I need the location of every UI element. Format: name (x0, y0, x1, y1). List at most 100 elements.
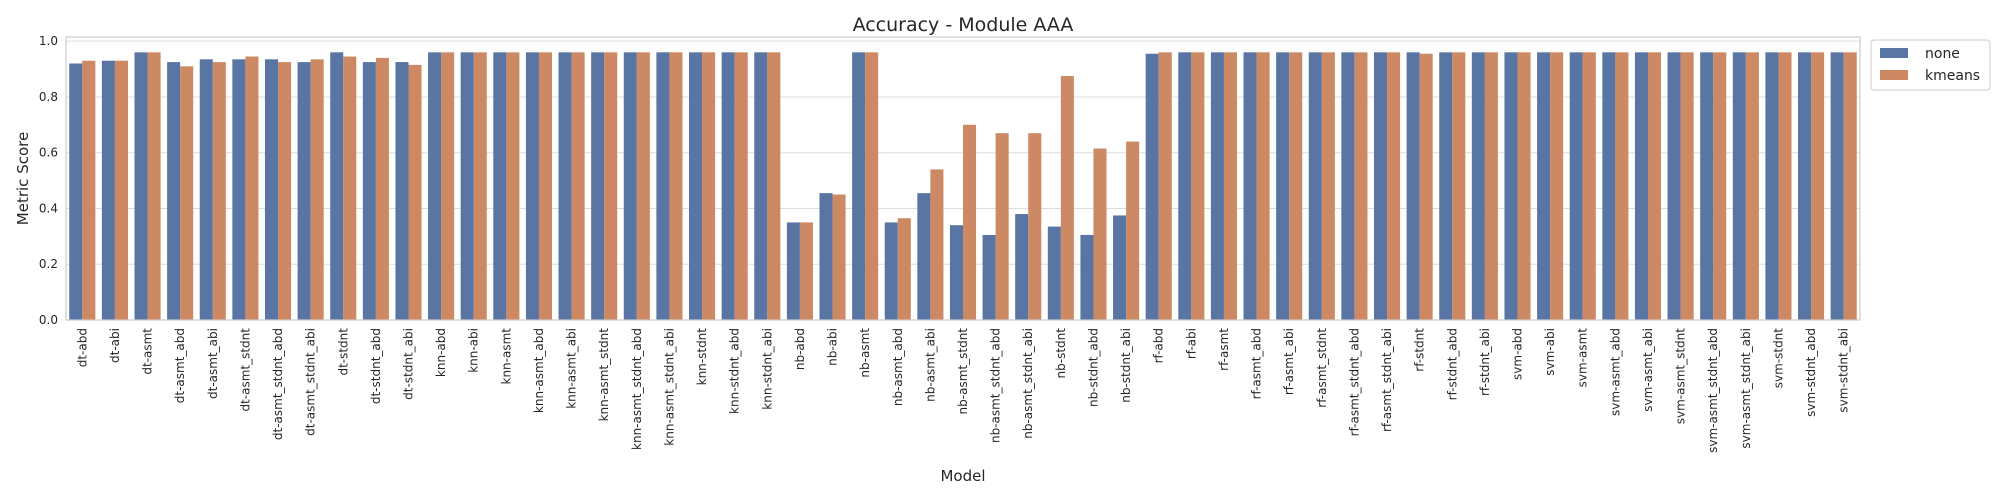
bar-kmeans-nb-asmt (865, 52, 879, 320)
bar-kmeans-dt-asmt_stdnt_abd (278, 62, 292, 321)
x-tick-label: dt-asmt_stdnt (238, 328, 252, 412)
x-tick-label: rf-asmt_stdnt_abd (1347, 328, 1361, 436)
bar-kmeans-svm-stdnt (1778, 52, 1792, 320)
bar-kmeans-nb-stdnt (1060, 76, 1074, 320)
bar-none-dt-abd (69, 63, 83, 321)
x-tick-label: dt-abd (75, 328, 89, 367)
bar-kmeans-svm-asmt_stdnt_abi (1745, 52, 1759, 320)
bar-kmeans-svm-abd (1517, 52, 1531, 320)
y-tick-label: 1.0 (39, 34, 58, 48)
y-tick-labels: 0.0 0.2 0.4 0.6 0.8 1.0 (39, 34, 58, 327)
bar-kmeans-dt-stdnt (343, 56, 357, 321)
bar-kmeans-knn-asmt_stdnt_abi (669, 52, 683, 320)
bar-kmeans-nb-asmt_abd (897, 218, 911, 320)
bar-none-nb-asmt (852, 52, 866, 320)
bar-kmeans-knn-asmt (506, 52, 520, 320)
x-tick-label: nb-stdnt_abd (1086, 328, 1100, 407)
y-axis-label: Metric Score (14, 132, 32, 225)
x-tick-label: nb-abd (793, 328, 807, 370)
x-tick-label: rf-abi (1184, 328, 1198, 359)
bar-none-svm-stdnt_abd (1798, 52, 1812, 320)
legend-swatch-none (1880, 48, 1908, 58)
bar-none-dt-asmt_abd (167, 62, 181, 321)
x-tick-label: svm-stdnt_abd (1804, 328, 1818, 417)
bar-none-knn-stdnt_abd (721, 52, 735, 320)
bar-kmeans-dt-asmt_stdnt (245, 56, 259, 321)
bar-none-svm-asmt_stdnt_abi (1732, 52, 1746, 320)
bar-kmeans-dt-asmt_abd (180, 66, 194, 320)
bar-kmeans-nb-abd (799, 222, 813, 320)
bar-kmeans-knn-asmt_stdnt (604, 52, 618, 320)
bar-kmeans-nb-stdnt_abd (1093, 148, 1107, 320)
x-tick-label: svm-asmt_abd (1608, 328, 1622, 416)
x-tick-label: nb-asmt_stdnt_abd (989, 328, 1003, 443)
bar-kmeans-dt-asmt (147, 52, 161, 320)
bar-kmeans-dt-asmt_stdnt_abi (310, 59, 324, 321)
bar-none-knn-asmt_stdnt_abd (623, 52, 637, 320)
bar-kmeans-rf-asmt_abi (1289, 52, 1303, 320)
bar-none-nb-asmt_stdnt_abi (1015, 214, 1029, 320)
bar-kmeans-dt-abd (82, 60, 96, 320)
bar-kmeans-nb-stdnt_abi (1126, 141, 1140, 320)
x-tick-label: nb-asmt_stdnt_abi (1021, 328, 1035, 439)
bar-none-svm-asmt_stdnt_abd (1700, 52, 1714, 320)
x-tick-label: nb-asmt_abi (923, 328, 937, 402)
bar-kmeans-dt-stdnt_abi (408, 64, 422, 320)
x-tick-label: dt-asmt_abd (173, 328, 187, 403)
x-tick-label: rf-stdnt_abd (1445, 328, 1459, 400)
y-tick-label: 0.0 (39, 313, 58, 327)
x-tick-label: svm-asmt_stdnt_abi (1739, 328, 1753, 449)
bar-kmeans-knn-abd (441, 52, 455, 320)
bar-kmeans-rf-asmt_abd (1256, 52, 1270, 320)
x-tick-label: svm-stdnt_abi (1837, 328, 1851, 413)
x-tick-label: nb-stdnt_abi (1119, 328, 1133, 403)
x-tick-label: svm-abd (1511, 328, 1525, 380)
x-tick-label: nb-asmt (858, 328, 872, 378)
x-tick-label: dt-abi (108, 328, 122, 363)
bar-kmeans-rf-abi (1191, 52, 1205, 320)
bar-none-knn-asmt_stdnt (591, 52, 605, 320)
x-tick-label: knn-asmt_stdnt_abi (662, 328, 676, 446)
bar-kmeans-rf-asmt (1223, 52, 1237, 320)
bar-kmeans-nb-asmt_abi (930, 169, 944, 320)
bar-none-nb-asmt_abd (884, 222, 898, 320)
x-tick-label: rf-asmt (1217, 328, 1231, 371)
bar-none-svm-stdnt (1765, 52, 1779, 320)
x-tick-labels: dt-abd dt-abi dt-asmt dt-asmt_abd dt-asmt_ab… (75, 328, 1850, 453)
legend: none kmeans (1870, 39, 1991, 91)
bar-none-rf-stdnt_abi (1471, 52, 1485, 320)
bar-none-dt-stdnt (330, 52, 344, 320)
x-tick-label: dt-asmt (141, 328, 155, 375)
x-tick-label: knn-asmt (499, 328, 513, 385)
legend-label-kmeans: kmeans (1925, 68, 1980, 84)
plot-frame (65, 36, 1861, 321)
bar-none-knn-stdnt (689, 52, 703, 320)
x-tick-label: knn-stdnt_abd (728, 328, 742, 414)
bar-none-nb-asmt_stdnt_abd (982, 234, 996, 320)
bar-kmeans-svm-asmt_abd (1615, 52, 1629, 320)
bar-none-nb-stdnt_abi (1113, 215, 1127, 320)
y-tick-label: 0.8 (39, 90, 58, 104)
bar-none-dt-asmt_stdnt_abd (264, 59, 279, 321)
bar-none-nb-asmt_stdnt (949, 225, 963, 320)
bar-none-svm-asmt (1569, 52, 1583, 320)
x-tick-label: svm-stdnt (1771, 328, 1785, 389)
bar-kmeans-knn-abi (473, 52, 487, 320)
bar-kmeans-knn-stdnt_abd (734, 52, 748, 320)
x-tick-label: rf-asmt_stdnt_abi (1380, 328, 1394, 432)
x-tick-label: dt-stdnt (336, 328, 350, 376)
x-tick-label: svm-asmt_stdnt_abd (1706, 328, 1720, 453)
bar-kmeans-knn-stdnt_abi (767, 52, 781, 320)
x-tick-label: nb-abi (826, 328, 840, 366)
bar-none-svm-abi (1537, 52, 1551, 320)
bar-none-dt-abi (101, 60, 115, 320)
bar-none-svm-asmt_abd (1602, 52, 1616, 320)
y-tick-label: 0.2 (39, 257, 58, 271)
x-tick-label: rf-asmt_stdnt (1315, 328, 1329, 408)
legend-swatch-kmeans (1880, 70, 1908, 80)
x-tick-label: dt-asmt_stdnt_abd (271, 328, 285, 440)
bar-none-rf-abd (1145, 53, 1159, 320)
bar-none-knn-abi (460, 52, 474, 320)
bar-none-dt-asmt_stdnt (232, 59, 246, 321)
